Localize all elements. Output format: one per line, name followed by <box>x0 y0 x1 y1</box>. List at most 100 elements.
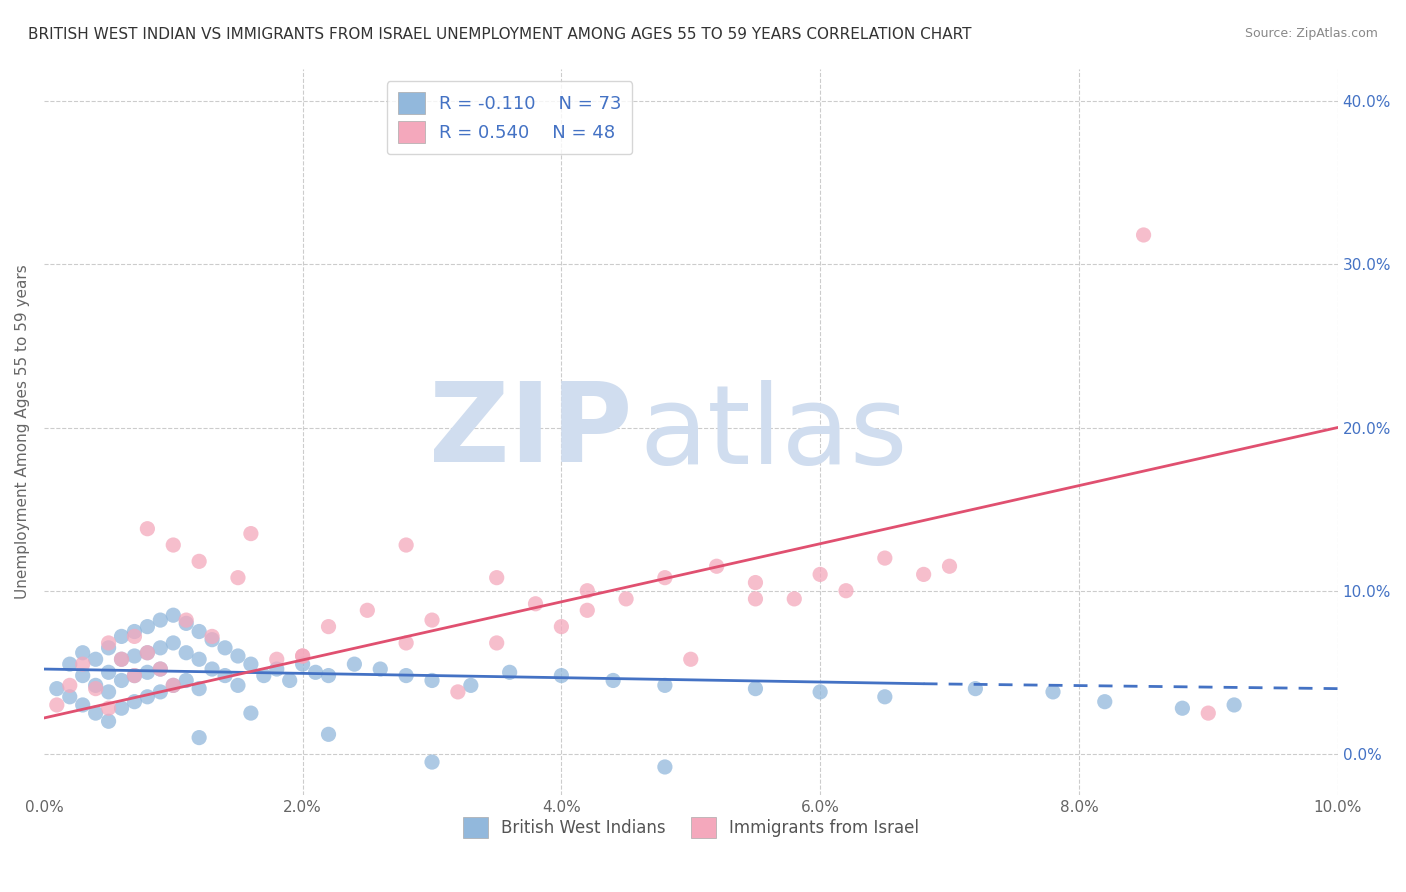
Point <box>356 603 378 617</box>
Point <box>97 685 120 699</box>
Point <box>420 673 443 688</box>
Point <box>1132 227 1154 242</box>
Point <box>110 629 132 643</box>
Text: atlas: atlas <box>638 380 907 487</box>
Point <box>938 559 960 574</box>
Point <box>188 652 211 666</box>
Point <box>45 698 67 712</box>
Point <box>136 522 159 536</box>
Point <box>550 619 572 633</box>
Point <box>744 591 766 606</box>
Point <box>174 646 197 660</box>
Point <box>550 668 572 682</box>
Point <box>239 657 262 672</box>
Point <box>84 678 107 692</box>
Point <box>654 760 676 774</box>
Point <box>291 657 314 672</box>
Point <box>614 591 637 606</box>
Point <box>498 665 520 680</box>
Point <box>124 629 146 643</box>
Point <box>84 681 107 696</box>
Point <box>201 662 224 676</box>
Point <box>226 648 249 663</box>
Point <box>744 681 766 696</box>
Point <box>1223 698 1246 712</box>
Point <box>72 668 94 682</box>
Point <box>214 668 236 682</box>
Point <box>174 613 197 627</box>
Point <box>84 706 107 720</box>
Point <box>174 616 197 631</box>
Text: Source: ZipAtlas.com: Source: ZipAtlas.com <box>1244 27 1378 40</box>
Text: BRITISH WEST INDIAN VS IMMIGRANTS FROM ISRAEL UNEMPLOYMENT AMONG AGES 55 TO 59 Y: BRITISH WEST INDIAN VS IMMIGRANTS FROM I… <box>28 27 972 42</box>
Point <box>576 603 599 617</box>
Point <box>395 668 418 682</box>
Point <box>239 526 262 541</box>
Point <box>576 583 599 598</box>
Point <box>136 665 159 680</box>
Point <box>835 583 858 598</box>
Point <box>110 652 132 666</box>
Point <box>278 673 301 688</box>
Point <box>188 624 211 639</box>
Point <box>602 673 624 688</box>
Point <box>72 657 94 672</box>
Point <box>485 571 508 585</box>
Point <box>783 591 806 606</box>
Point <box>136 646 159 660</box>
Point <box>201 632 224 647</box>
Point <box>188 731 211 745</box>
Point <box>744 575 766 590</box>
Point <box>420 755 443 769</box>
Point <box>124 648 146 663</box>
Point <box>226 678 249 692</box>
Point <box>447 685 470 699</box>
Point <box>124 695 146 709</box>
Text: ZIP: ZIP <box>429 378 633 485</box>
Point <box>149 662 172 676</box>
Point <box>124 624 146 639</box>
Point <box>873 690 896 704</box>
Point <box>395 538 418 552</box>
Point <box>136 646 159 660</box>
Point <box>97 665 120 680</box>
Point <box>72 698 94 712</box>
Point <box>1171 701 1194 715</box>
Point <box>136 619 159 633</box>
Point <box>72 646 94 660</box>
Point <box>97 701 120 715</box>
Point <box>110 701 132 715</box>
Point <box>162 678 184 692</box>
Point <box>124 668 146 682</box>
Point <box>420 613 443 627</box>
Point <box>110 652 132 666</box>
Point <box>149 613 172 627</box>
Point <box>124 668 146 682</box>
Point <box>1042 685 1064 699</box>
Point <box>239 706 262 720</box>
Point <box>162 678 184 692</box>
Point <box>368 662 391 676</box>
Point <box>149 662 172 676</box>
Point <box>162 538 184 552</box>
Point <box>59 678 82 692</box>
Point <box>912 567 935 582</box>
Point <box>706 559 728 574</box>
Point <box>873 551 896 566</box>
Point <box>214 640 236 655</box>
Point <box>59 690 82 704</box>
Point <box>291 648 314 663</box>
Point <box>318 619 340 633</box>
Point <box>149 640 172 655</box>
Point <box>808 685 831 699</box>
Point <box>1094 695 1116 709</box>
Point <box>266 652 288 666</box>
Point <box>188 681 211 696</box>
Point <box>226 571 249 585</box>
Point <box>1197 706 1219 720</box>
Legend: British West Indians, Immigrants from Israel: British West Indians, Immigrants from Is… <box>456 811 925 845</box>
Point <box>136 690 159 704</box>
Point <box>343 657 366 672</box>
Point <box>149 685 172 699</box>
Point <box>201 629 224 643</box>
